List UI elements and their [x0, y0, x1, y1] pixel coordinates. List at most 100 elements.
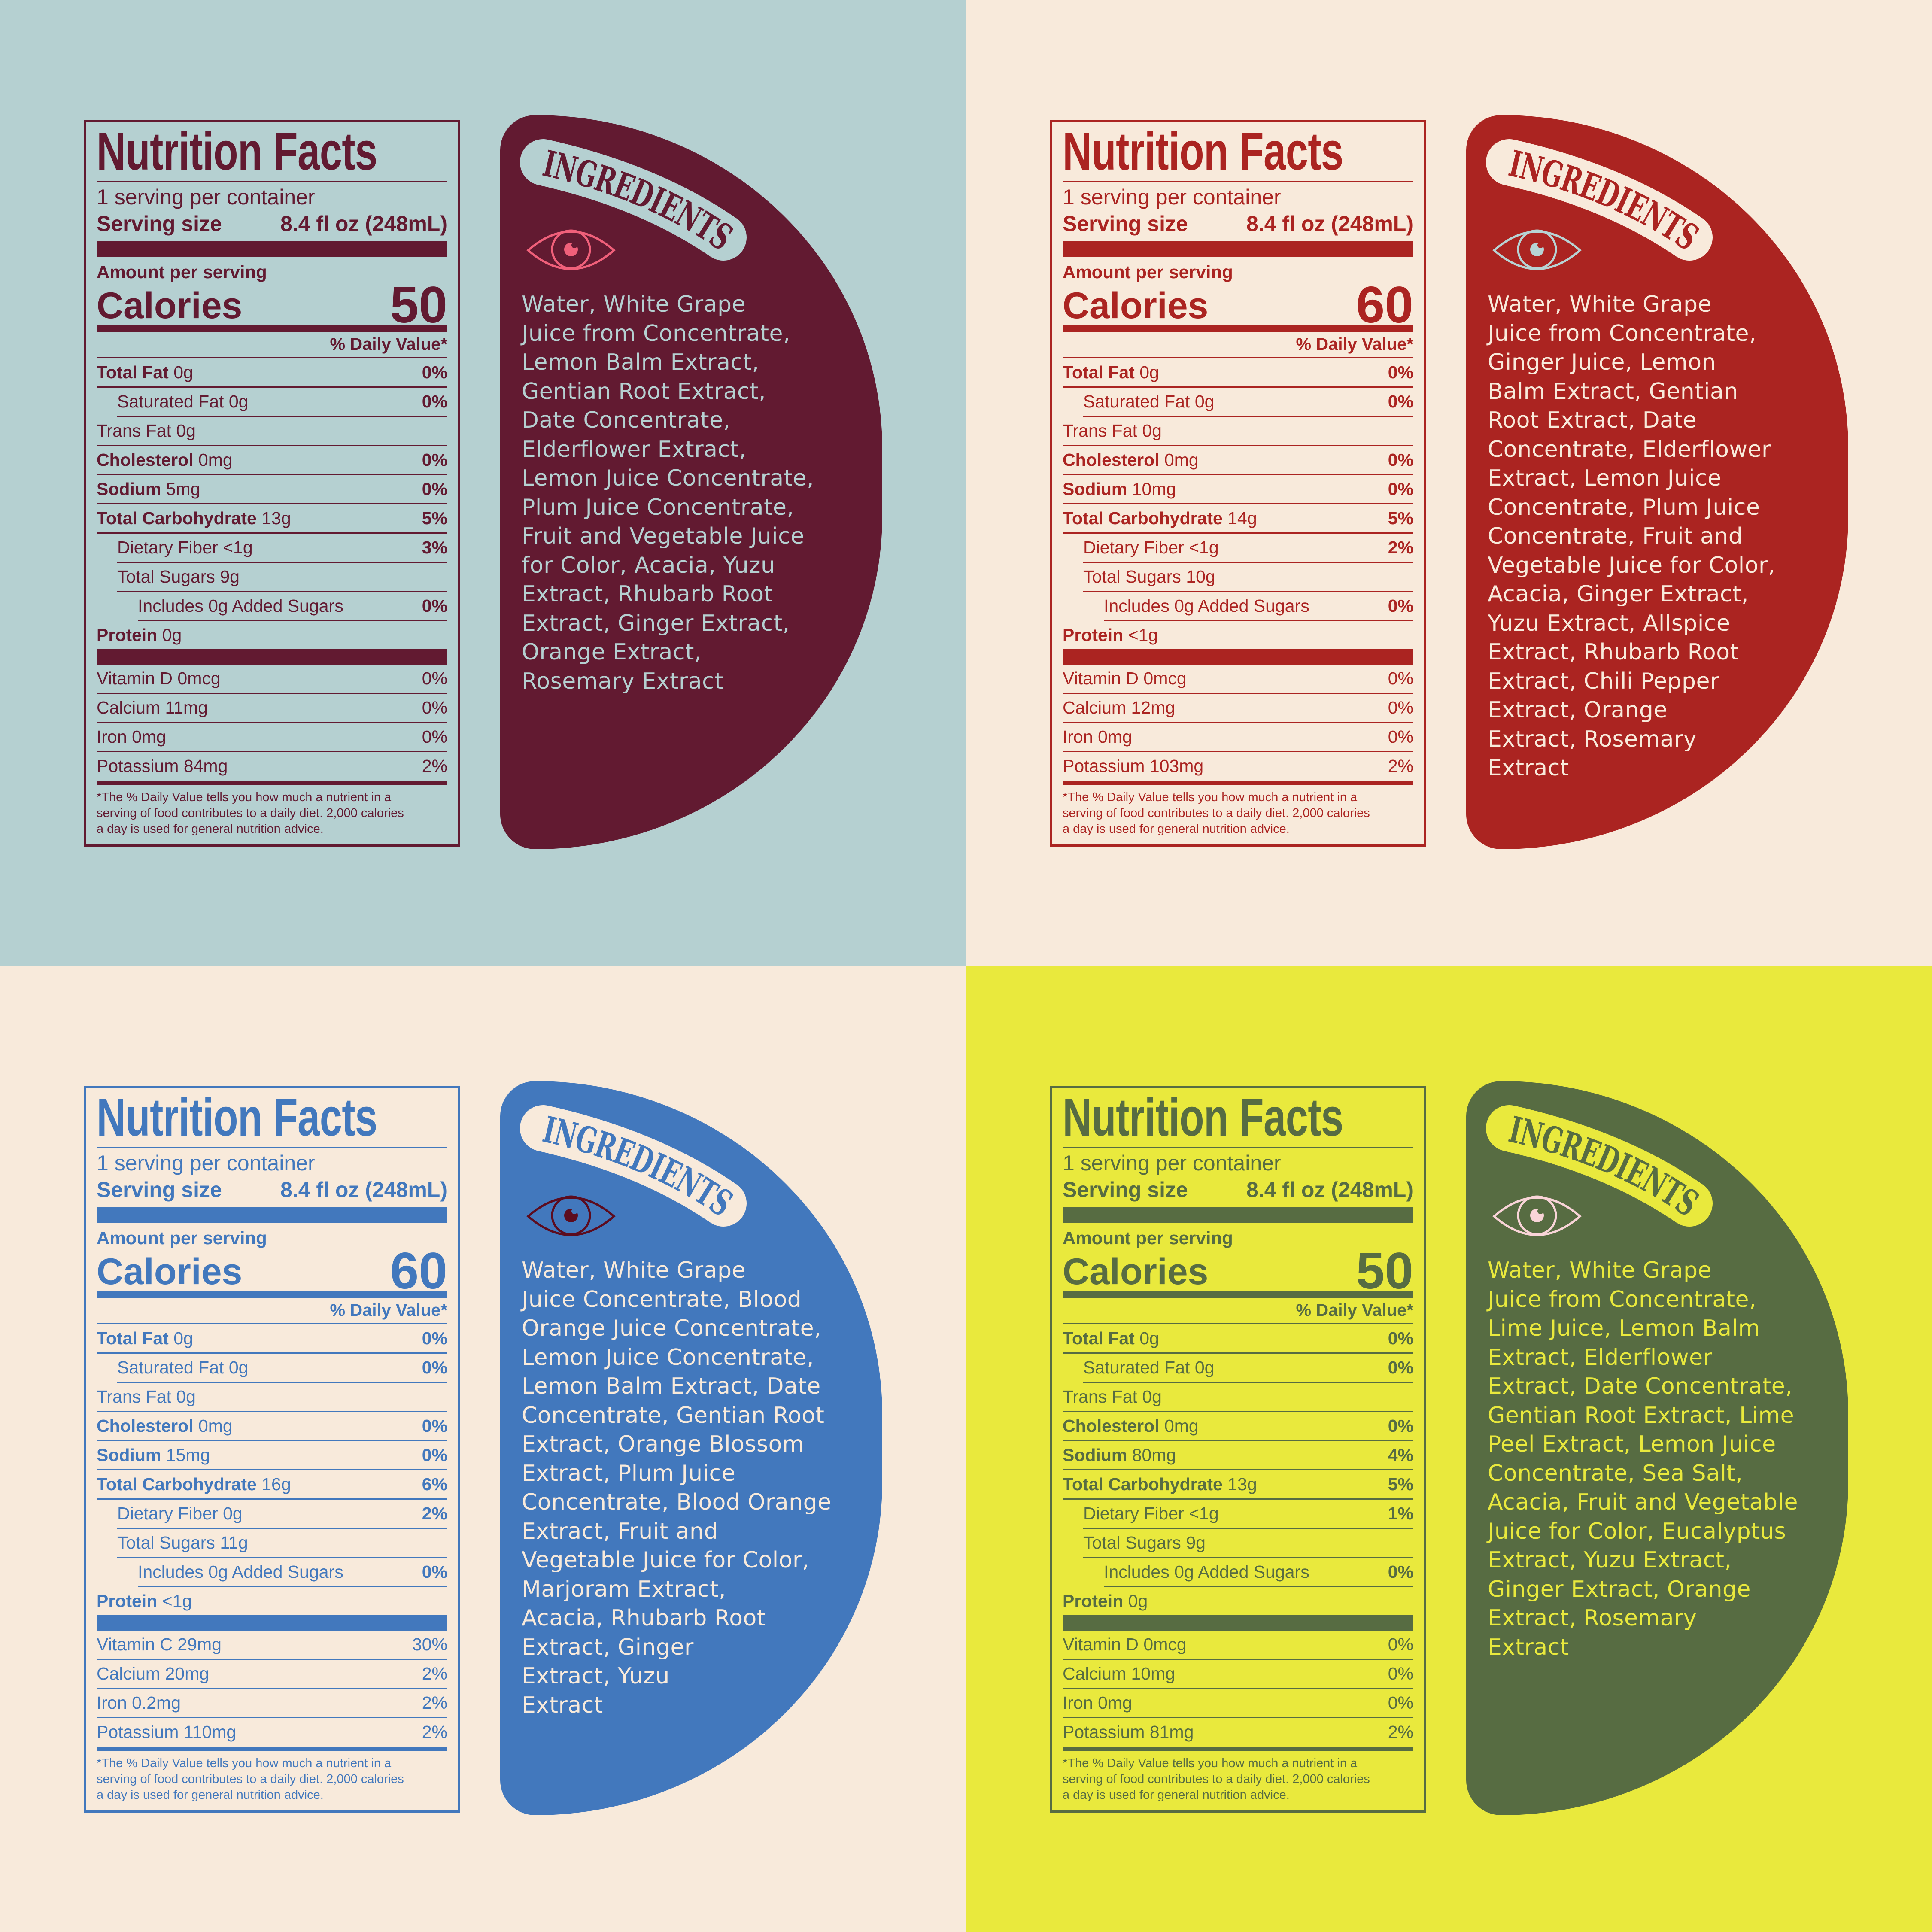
divider-thick: [1063, 241, 1413, 257]
serving-info: 1 serving per container Serving size 8.4 …: [1063, 182, 1413, 241]
ingredient-line: Concentrate, Elderflower: [1488, 436, 1771, 462]
nutrient-name: Saturated Fat: [117, 1358, 224, 1377]
ingredient-line: Water, White Grape: [1488, 1258, 1712, 1283]
nutrient-daily-value: 0%: [1388, 1328, 1413, 1348]
ingredient-line: Acacia, Fruit and Vegetable: [1488, 1489, 1798, 1515]
nutrient-row: Saturated Fat 0g 0%: [117, 1354, 447, 1383]
nutrient-amount: 0mg: [1164, 450, 1199, 470]
nutrient-daily-value: 5%: [1388, 1474, 1413, 1494]
calories-section: Amount per serving Calories 50: [97, 257, 447, 331]
nutrient-row: Trans Fat 0g: [1063, 1383, 1413, 1412]
ingredient-line: Extract, Ginger: [522, 1634, 694, 1660]
vitamin-daily-value: 0%: [422, 698, 447, 717]
daily-value-header: % Daily Value*: [1063, 332, 1413, 358]
footnote-line: serving of food contributes to a daily d…: [1063, 1772, 1370, 1786]
nutrient-row: Total Carbohydrate 14g 5%: [1063, 504, 1413, 534]
nutrient-daily-value: 0%: [1388, 392, 1413, 411]
nutrient-amount: 13g: [261, 508, 291, 528]
vitamin-daily-value: 0%: [1388, 1634, 1413, 1654]
divider-thick: [97, 1207, 447, 1223]
ingredient-line: Concentrate, Plum Juice: [1488, 494, 1760, 520]
vitamin-amount: 0mg: [1098, 1693, 1132, 1713]
ingredients-list: Water, White Grape Juice from Concentrate…: [522, 290, 814, 696]
vitamin-daily-value: 0%: [1388, 1693, 1413, 1713]
eye-icon: [526, 229, 616, 270]
ingredient-line: Plum Juice Concentrate,: [522, 494, 794, 520]
nutrient-daily-value: 0%: [422, 362, 447, 382]
nutrient-amount: 0g: [223, 1504, 243, 1523]
vitamin-row: Calcium 11mg 0%: [97, 694, 447, 723]
vitamin-daily-value: 30%: [412, 1634, 447, 1654]
vitamin-daily-value: 0%: [422, 727, 447, 747]
nutrient-name: Includes: [1104, 596, 1170, 616]
ingredient-line: Extract, Rosemary: [1488, 1605, 1697, 1631]
nutrient-name: Total Carbohydrate: [97, 1474, 257, 1494]
serving-size-value: 8.4 fl oz (248mL): [1246, 1178, 1413, 1202]
vitamin-name: Vitamin D: [1063, 1634, 1139, 1654]
nutrient-name: Trans Fat: [97, 1387, 171, 1406]
vitamin-name: Vitamin D: [97, 668, 173, 688]
footnote-line: *The % Daily Value tells you how much a …: [97, 1756, 392, 1770]
nutrient-name: Protein: [1063, 625, 1124, 645]
title-text: Nutrition Facts: [97, 122, 377, 181]
nutrient-name: Cholesterol: [1063, 450, 1160, 470]
serving-size-label: Serving size: [1063, 212, 1188, 236]
nutrient-name: Includes: [1104, 1562, 1170, 1582]
nutrient-amount: 0mg: [1164, 1416, 1199, 1436]
vitamin-name: Vitamin C: [97, 1634, 173, 1654]
footnote-line: a day is used for general nutrition advi…: [97, 1788, 324, 1802]
nutrient-daily-value: 4%: [1388, 1445, 1413, 1465]
nutrient-amount: 0g Added Sugars: [208, 1562, 343, 1582]
ingredient-line: Extract: [1488, 755, 1569, 781]
vitamin-amount: 81mg: [1149, 1722, 1194, 1742]
divider-medium: [97, 1291, 447, 1298]
serving-info: 1 serving per container Serving size 8.4 …: [1063, 1148, 1413, 1207]
ingredient-line: Date Concentrate,: [522, 407, 731, 433]
nutrient-daily-value: 0%: [1388, 362, 1413, 382]
nutrient-name: Total Sugars: [117, 1533, 215, 1552]
footnote: *The % Daily Value tells you how much a …: [97, 1751, 447, 1803]
ingredients-list: Water, White Grape Juice from Concentrate…: [1488, 1256, 1798, 1662]
nutrient-name: Dietary Fiber: [117, 1504, 218, 1523]
nutrient-row: Total Fat 0g 0%: [97, 358, 447, 388]
nutrient-daily-value: 5%: [422, 508, 447, 528]
footnote-line: *The % Daily Value tells you how much a …: [1063, 790, 1358, 804]
nutrient-name: Total Fat: [97, 1328, 169, 1348]
product-panel: Nutrition Facts 1 serving per container …: [966, 966, 1932, 1932]
nutrient-daily-value: 5%: [1388, 508, 1413, 528]
ingredient-line: Extract: [522, 1692, 603, 1718]
footnote-line: *The % Daily Value tells you how much a …: [97, 790, 392, 804]
nutrient-row: Dietary Fiber <1g 2%: [1083, 534, 1413, 563]
vitamin-row: Vitamin D 0mcg 0%: [1063, 1631, 1413, 1660]
nutrient-row: Cholesterol 0mg 0%: [97, 446, 447, 475]
amount-per-serving: Amount per serving: [1063, 1228, 1233, 1248]
nutrient-row: Total Fat 0g 0%: [1063, 358, 1413, 388]
vitamin-row: Potassium 84mg 2%: [97, 752, 447, 780]
ingredient-line: Extract, Plum Juice: [522, 1460, 736, 1486]
nutrient-row: Total Sugars 10g: [1083, 563, 1413, 592]
vitamin-amount: 110mg: [183, 1722, 237, 1742]
nutrient-amount: 9g: [220, 567, 240, 586]
ingredient-line: Juice Concentrate, Blood: [522, 1286, 802, 1312]
nutrient-row: Cholesterol 0mg 0%: [1063, 446, 1413, 475]
nutrient-row: Total Carbohydrate 16g 6%: [97, 1470, 447, 1500]
servings-per-container: 1 serving per container: [1063, 1151, 1281, 1175]
ingredient-line: Fruit and Vegetable Juice: [522, 523, 805, 549]
ingredient-line: Lemon Juice Concentrate,: [522, 1344, 814, 1370]
nutrient-daily-value: 0%: [1388, 1416, 1413, 1436]
nutrient-amount: <1g: [1189, 538, 1219, 557]
nutrient-amount: <1g: [223, 538, 253, 557]
nutrient-amount: 0g: [1142, 421, 1162, 440]
nutrient-amount: 0g: [1128, 1591, 1148, 1611]
ingredients-list: Water, White Grape Juice Concentrate, Blo…: [522, 1256, 832, 1720]
nutrient-name: Saturated Fat: [1083, 392, 1190, 411]
nutrient-name: Includes: [138, 1562, 204, 1582]
footnote-line: a day is used for general nutrition advi…: [1063, 1788, 1290, 1802]
divider-thick: [1063, 1207, 1413, 1223]
nutrient-daily-value: 0%: [422, 1358, 447, 1377]
nutrient-amount: 0g: [1139, 1328, 1159, 1348]
nutrient-name: Sodium: [97, 479, 161, 499]
divider-medium: [1063, 1747, 1413, 1751]
footnote: *The % Daily Value tells you how much a …: [1063, 1751, 1413, 1803]
vitamin-daily-value: 0%: [1388, 727, 1413, 747]
